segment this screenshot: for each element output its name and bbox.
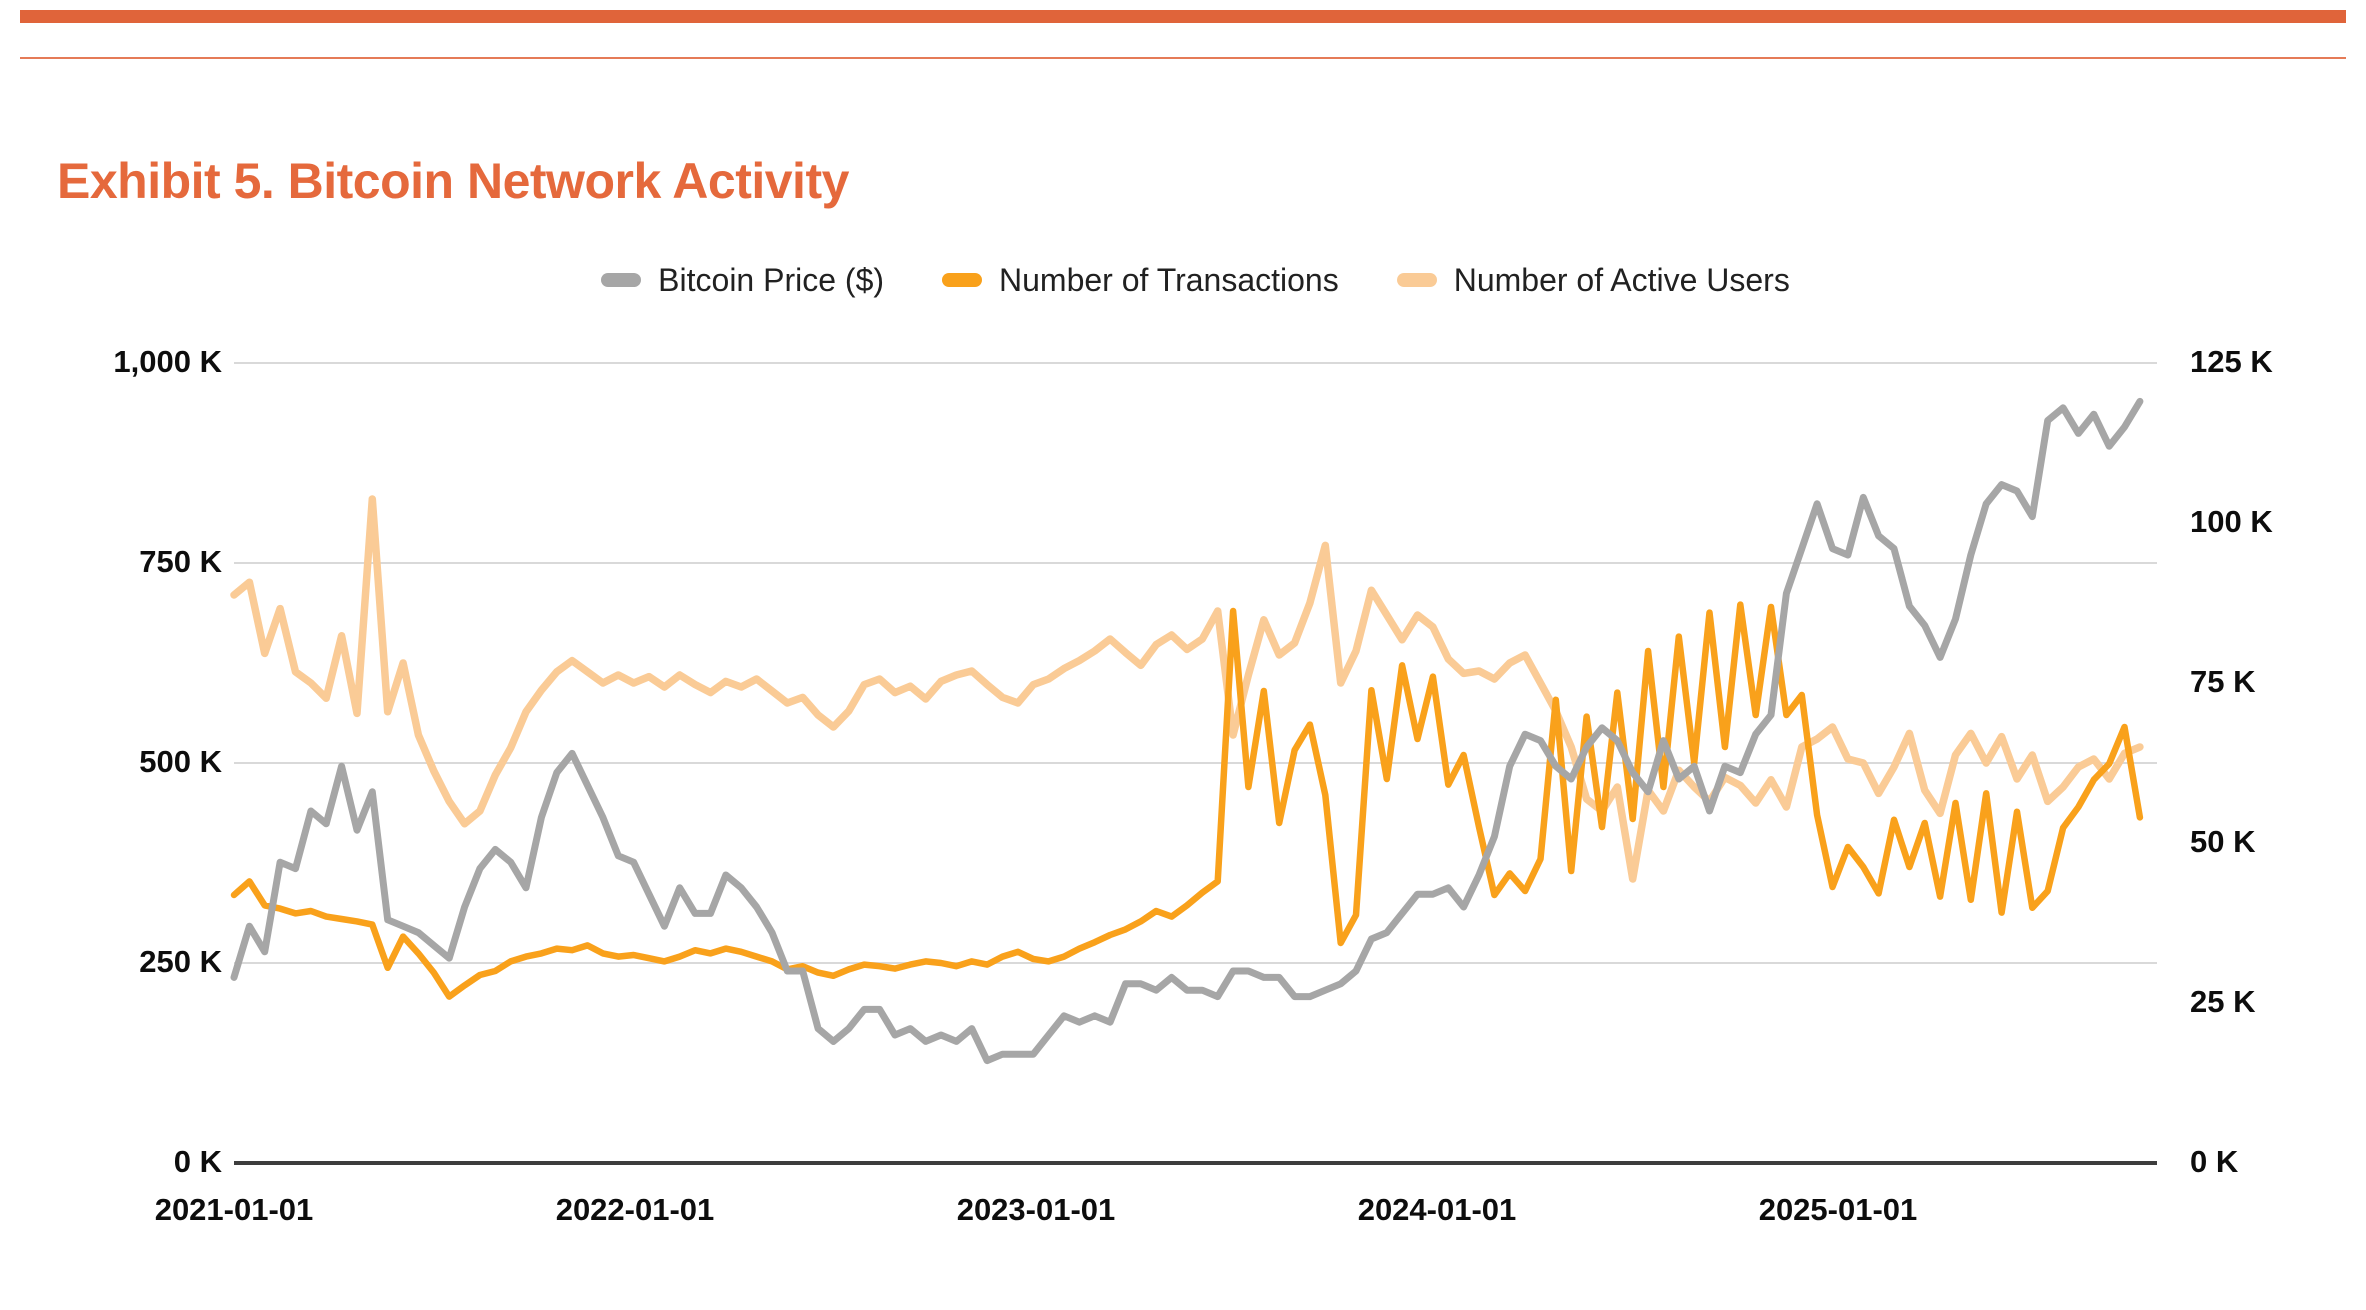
right-axis-tick: 100 K — [2190, 504, 2273, 539]
legend-item-1[interactable]: Bitcoin Price ($) — [601, 262, 884, 299]
right-axis-tick: 75 K — [2190, 664, 2256, 699]
right-axis-tick: 125 K — [2190, 344, 2273, 379]
top-accent-bar — [20, 10, 2346, 23]
legend-label: Number of Active Users — [1453, 261, 1790, 298]
x-axis-tick: 2022-01-01 — [555, 1192, 715, 1227]
page-title: Exhibit 5. Bitcoin Network Activity — [57, 152, 849, 209]
right-axis-tick: 25 K — [2190, 984, 2256, 1019]
series-line-number-of-active-users — [230, 495, 2144, 883]
series-line-number-of-transactions — [230, 601, 2144, 1000]
legend-swatch-icon — [1396, 273, 1437, 287]
x-axis-tick: 2021-01-01 — [154, 1192, 314, 1227]
x-axis-tick: 2023-01-01 — [956, 1192, 1116, 1227]
right-axis-tick: 0 K — [2190, 1144, 2239, 1179]
legend-label: Number of Transactions — [999, 261, 1339, 298]
left-axis-tick: 1,000 K — [113, 344, 222, 379]
left-axis-tick: 0 K — [173, 1144, 222, 1179]
legend-swatch-icon — [942, 273, 983, 287]
right-axis-tick: 50 K — [2190, 824, 2256, 859]
legend-item-2[interactable]: Number of Transactions — [942, 262, 1339, 299]
left-axis-tick: 750 K — [139, 544, 222, 579]
top-accent-rule — [20, 57, 2346, 59]
x-axis-tick: 2024-01-01 — [1357, 1192, 1517, 1227]
legend-swatch-icon — [601, 273, 642, 287]
chart-legend: Bitcoin Price ($) Number of Transactions N… — [234, 258, 2157, 302]
series-line-bitcoin-price — [230, 397, 2144, 1065]
left-axis-tick: 500 K — [139, 744, 222, 779]
legend-item-3[interactable]: Number of Active Users — [1396, 261, 1790, 299]
x-axis-tick: 2025-01-01 — [1758, 1192, 1918, 1227]
legend-label: Bitcoin Price ($) — [658, 261, 885, 298]
left-axis-tick: 250 K — [139, 944, 222, 979]
